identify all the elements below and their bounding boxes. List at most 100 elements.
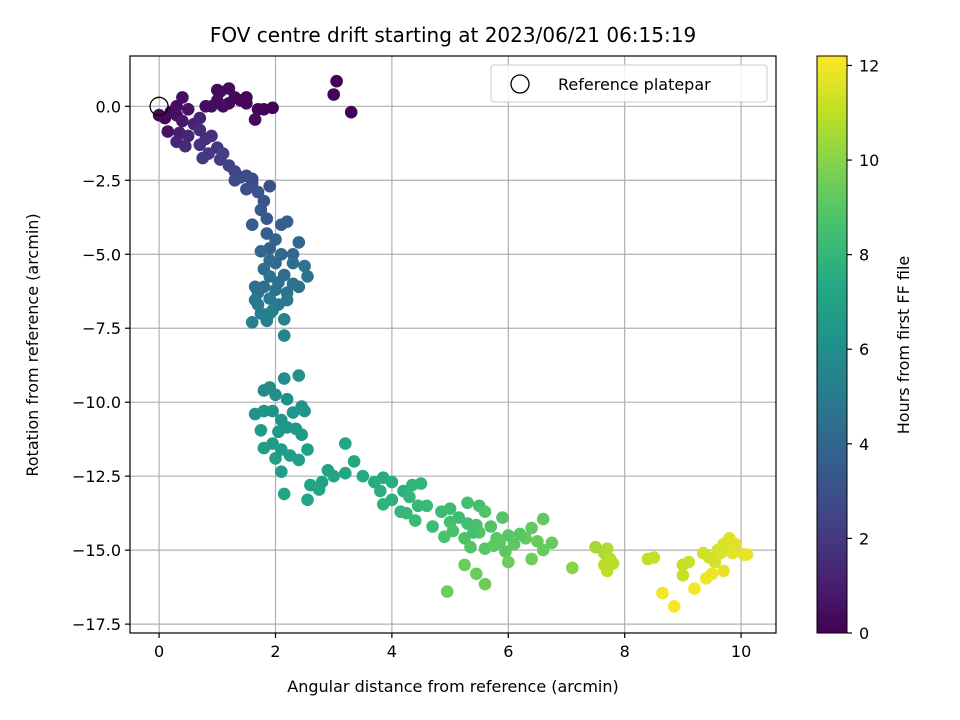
data-point: [464, 540, 477, 554]
data-point: [199, 100, 212, 113]
colorbar: 0 2 4 6 8 10 12 Hours from first FF file: [816, 55, 913, 643]
data-point: [277, 487, 291, 501]
data-point: [717, 564, 730, 578]
data-point: [193, 111, 207, 125]
data-point: [263, 253, 277, 267]
data-point: [257, 404, 271, 418]
data-point: [292, 236, 306, 249]
y-tick-label: −17.5: [72, 615, 121, 634]
y-axis-ticks: 0.0 −2.5 −5.0 −7.5 −10.0 −12.5 −15.0 −17.5: [72, 97, 130, 634]
x-axis-ticks: 0 2 4 6 8 10: [154, 633, 751, 661]
data-point: [193, 123, 207, 137]
data-point: [414, 477, 428, 490]
data-point: [600, 564, 614, 578]
data-point: [408, 514, 422, 527]
data-point: [667, 600, 681, 613]
data-point: [513, 527, 527, 541]
data-point: [726, 546, 739, 560]
colorbar-label: Hours from first FF file: [894, 256, 913, 435]
data-point: [254, 245, 268, 258]
data-point: [676, 569, 690, 582]
data-point: [374, 484, 387, 498]
data-point: [286, 256, 300, 270]
data-point: [260, 212, 274, 225]
data-point: [251, 185, 265, 199]
data-point: [272, 425, 285, 439]
data-point: [280, 215, 294, 228]
y-tick-label: −7.5: [82, 319, 121, 338]
data-point: [525, 552, 538, 566]
data-point: [443, 502, 457, 515]
data-point: [275, 465, 288, 479]
data-point: [461, 496, 474, 510]
data-point: [277, 313, 291, 326]
x-tick-label: 2: [270, 642, 280, 661]
data-point: [176, 91, 189, 104]
data-point: [170, 100, 183, 113]
data-point: [269, 233, 282, 246]
grid-lines: [130, 56, 776, 633]
data-point: [600, 542, 614, 555]
data-point: [248, 293, 262, 307]
legend-box: [490, 64, 768, 103]
data-point: [339, 466, 352, 480]
data-point: [312, 483, 326, 496]
legend-entry-label: Reference platepar: [558, 75, 711, 94]
colorbar-tick-label: 2: [859, 529, 869, 548]
data-point: [301, 270, 314, 283]
data-point: [240, 182, 253, 196]
data-point: [566, 561, 579, 575]
data-point: [292, 369, 306, 382]
data-point: [213, 85, 227, 98]
data-point: [301, 443, 314, 456]
data-point: [298, 259, 311, 273]
y-tick-label: 0.0: [96, 97, 121, 116]
data-point: [269, 388, 282, 402]
data-point: [420, 499, 434, 513]
data-point: [248, 113, 262, 126]
x-tick-label: 0: [154, 642, 164, 661]
y-tick-label: −10.0: [72, 393, 121, 412]
data-point: [330, 74, 343, 88]
data-point: [356, 469, 370, 483]
data-point: [426, 520, 439, 533]
data-point: [496, 511, 509, 524]
data-point: [376, 498, 390, 511]
data-point: [286, 248, 300, 261]
data-point: [295, 428, 309, 442]
x-tick-label: 10: [731, 642, 751, 661]
data-point: [536, 512, 550, 526]
data-point: [301, 493, 314, 507]
x-tick-label: 6: [503, 642, 513, 661]
data-point: [385, 475, 399, 489]
data-point: [266, 404, 279, 418]
data-point: [705, 567, 719, 581]
data-point: [196, 151, 209, 165]
x-tick-label: 8: [620, 642, 630, 661]
data-point: [263, 179, 277, 193]
data-point: [280, 392, 294, 406]
data-point: [400, 506, 413, 520]
data-point: [525, 521, 538, 535]
chart-title: FOV centre drift starting at 2023/06/21 …: [210, 23, 696, 47]
data-point: [714, 546, 727, 560]
data-point: [536, 543, 550, 557]
data-point: [484, 520, 498, 533]
data-point: [266, 101, 279, 115]
data-point: [181, 103, 195, 116]
legend: Reference platepar: [490, 64, 768, 103]
data-point: [403, 490, 416, 504]
y-tick-label: −15.0: [72, 541, 121, 560]
data-point: [327, 88, 341, 101]
colorbar-tick-label: 12: [859, 56, 879, 75]
colorbar-tick-label: 4: [859, 435, 869, 454]
data-points: [152, 74, 754, 613]
data-point: [181, 129, 195, 143]
data-point: [263, 270, 277, 283]
legend-marker-icon: [510, 74, 530, 94]
y-tick-label: −12.5: [72, 467, 121, 486]
data-point: [263, 307, 277, 320]
data-point: [216, 100, 230, 113]
data-point: [292, 453, 306, 467]
